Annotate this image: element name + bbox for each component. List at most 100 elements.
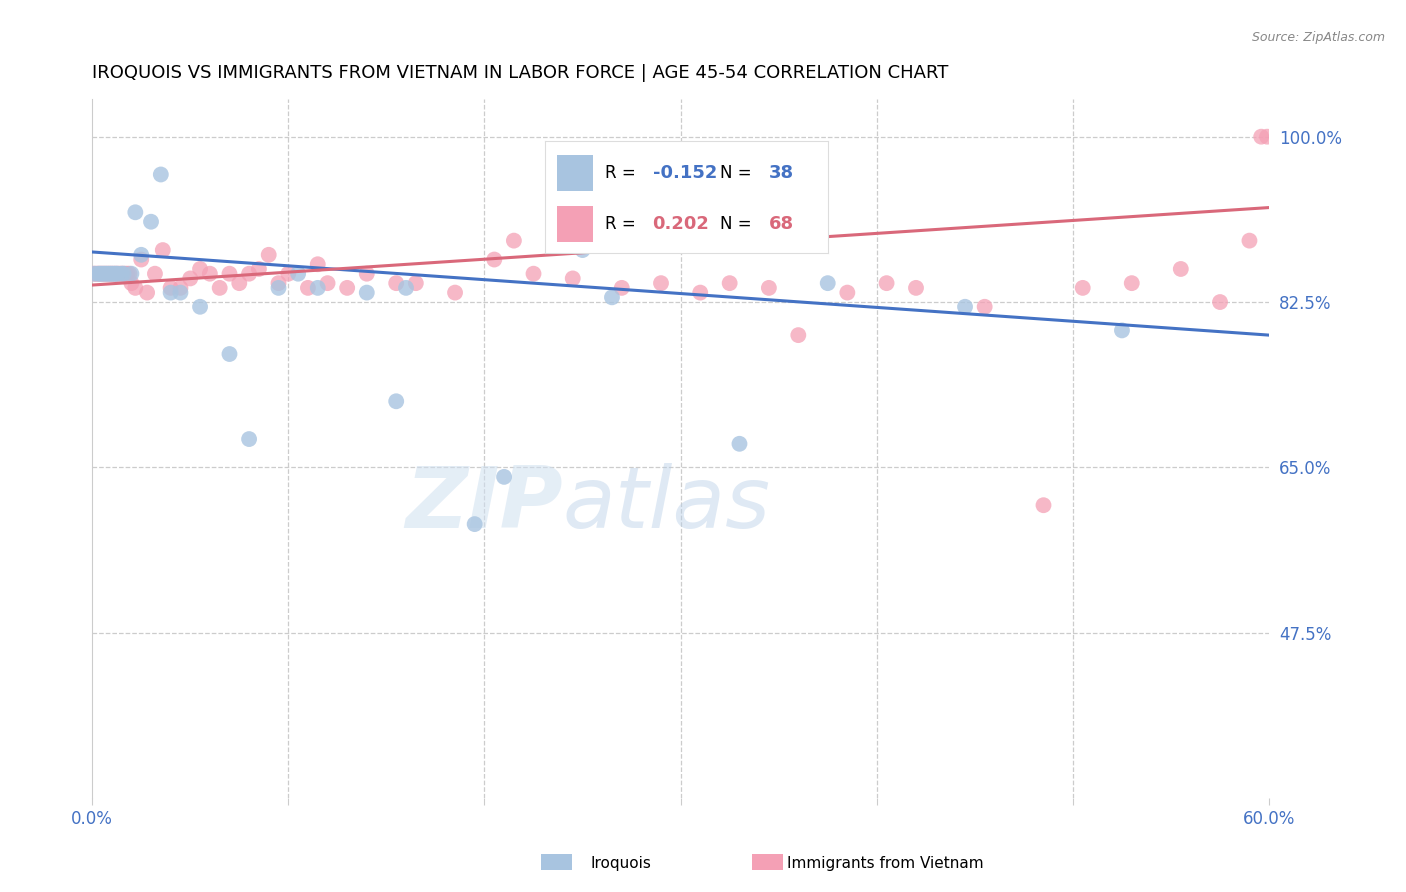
Point [169, 285, 191, 300]
Point [494, 470, 516, 484]
Point [837, 285, 859, 300]
Point [257, 248, 280, 262]
Bar [752, 854, 783, 870]
Point [179, 271, 201, 285]
Point [444, 285, 467, 300]
Point [561, 271, 583, 285]
Text: Immigrants from Vietnam: Immigrants from Vietnam [787, 856, 984, 871]
Point [97, 267, 120, 281]
Point [84, 267, 107, 281]
Point [267, 281, 290, 295]
Point [120, 267, 142, 281]
Point [787, 328, 810, 343]
Point [159, 285, 181, 300]
Point [758, 281, 780, 295]
Point [98, 267, 121, 281]
Point [159, 281, 181, 295]
Point [149, 168, 172, 182]
Point [110, 267, 132, 281]
Point [136, 285, 159, 300]
Point [650, 276, 672, 290]
Point [395, 281, 418, 295]
Point [139, 215, 162, 229]
Point [247, 262, 270, 277]
Point [218, 347, 240, 361]
Point [87, 267, 110, 281]
Point [101, 267, 124, 281]
Point [118, 267, 141, 281]
Point [1170, 262, 1192, 277]
Point [188, 262, 211, 277]
Point [307, 257, 329, 271]
Point [91, 267, 114, 281]
Point [238, 267, 260, 281]
Point [124, 281, 146, 295]
Point [904, 281, 927, 295]
Point [385, 394, 408, 409]
Text: Iroquois: Iroquois [591, 856, 651, 871]
Point [89, 267, 111, 281]
Point [503, 234, 526, 248]
Point [114, 267, 136, 281]
Point [107, 267, 129, 281]
Point [169, 281, 191, 295]
Point [124, 205, 146, 219]
Point [152, 243, 174, 257]
Point [1071, 281, 1094, 295]
Point [112, 267, 135, 281]
Point [129, 252, 152, 267]
Point [94, 267, 117, 281]
Point [87, 267, 110, 281]
Point [228, 276, 250, 290]
Point [110, 267, 132, 281]
Point [356, 285, 378, 300]
Point [97, 267, 120, 281]
Text: IROQUOIS VS IMMIGRANTS FROM VIETNAM IN LABOR FORCE | AGE 45-54 CORRELATION CHART: IROQUOIS VS IMMIGRANTS FROM VIETNAM IN L… [93, 64, 949, 82]
Text: ZIP: ZIP [405, 463, 562, 546]
Point [484, 252, 506, 267]
Point [336, 281, 359, 295]
Point [728, 437, 751, 451]
Point [198, 267, 221, 281]
Point [464, 517, 486, 532]
Point [277, 267, 299, 281]
Point [91, 267, 114, 281]
Point [267, 276, 290, 290]
Point [973, 300, 995, 314]
Point [385, 276, 408, 290]
Point [1250, 129, 1272, 144]
Point [718, 276, 741, 290]
Point [93, 267, 115, 281]
Point [108, 267, 131, 281]
Point [98, 267, 121, 281]
Point [218, 267, 240, 281]
Point [93, 267, 115, 281]
Point [689, 285, 711, 300]
Point [953, 300, 976, 314]
Point [522, 267, 544, 281]
Point [1032, 498, 1054, 512]
Point [107, 267, 129, 281]
Point [356, 267, 378, 281]
Point [287, 267, 309, 281]
Text: Source: ZipAtlas.com: Source: ZipAtlas.com [1251, 31, 1385, 45]
Point [83, 267, 105, 281]
Point [101, 267, 124, 281]
Bar [541, 854, 572, 870]
Point [94, 267, 117, 281]
Point [117, 267, 139, 281]
Point [188, 300, 211, 314]
Point [129, 248, 152, 262]
Point [1121, 276, 1143, 290]
Point [103, 267, 125, 281]
Point [103, 267, 125, 281]
Point [297, 281, 319, 295]
Point [307, 281, 329, 295]
Point [1256, 129, 1278, 144]
Point [112, 267, 135, 281]
Point [104, 267, 127, 281]
Point [600, 290, 623, 304]
Text: atlas: atlas [562, 463, 770, 546]
Point [876, 276, 898, 290]
Point [238, 432, 260, 446]
